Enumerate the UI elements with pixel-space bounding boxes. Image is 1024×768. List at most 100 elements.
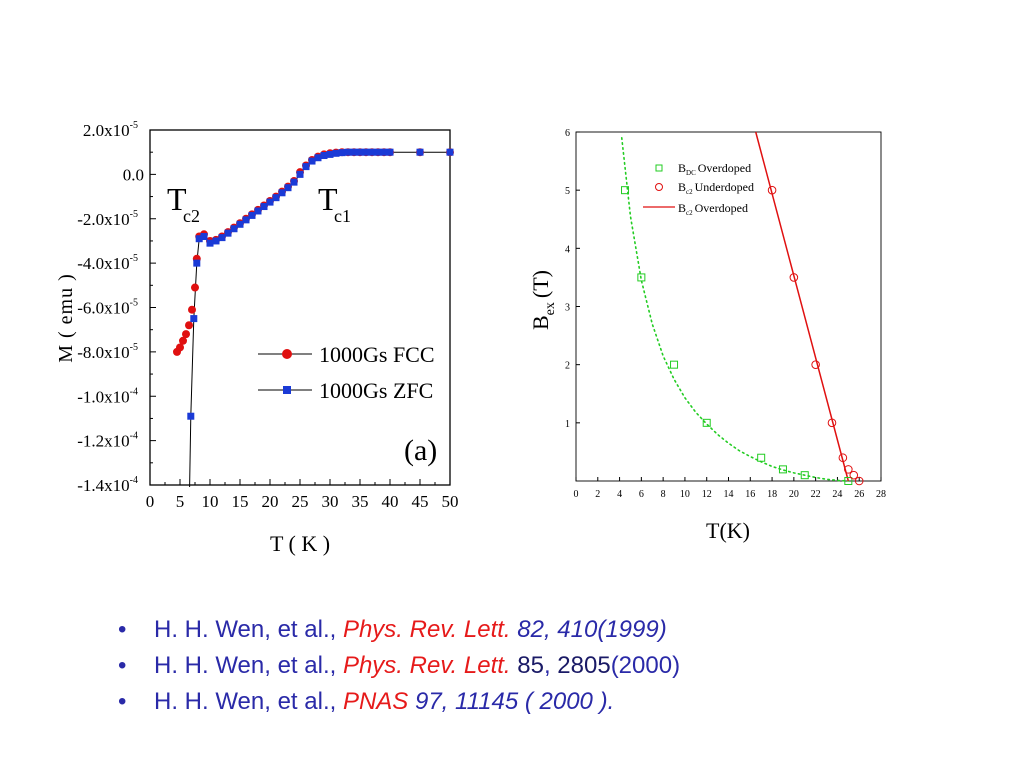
svg-text:Bex(T): Bex(T) (528, 270, 558, 330)
x-tick-label-b: 4 (617, 489, 622, 500)
panel-label: (a) (404, 434, 437, 467)
x-tick-label-b: 6 (639, 489, 644, 500)
zfc-point (416, 148, 424, 156)
bc2-underdoped-point (767, 185, 777, 195)
bdc-point (778, 465, 787, 474)
bdc-point (702, 418, 711, 427)
zfc-point (236, 220, 244, 228)
bdc-fit-curve (620, 137, 850, 482)
y-tick-label-b: 2 (565, 361, 570, 372)
y-tick-label-b: 1 (565, 419, 570, 430)
bc2-underdoped-point (827, 418, 837, 428)
bullet: • (118, 688, 127, 715)
x-tick-label-b: 12 (702, 489, 712, 500)
y-tick-label-b: 4 (565, 244, 570, 255)
bdc-point (800, 471, 809, 480)
zfc-point (344, 148, 352, 156)
x-tick-label-a: 5 (176, 492, 185, 511)
x-tick-label-b: 26 (854, 489, 864, 500)
x-tick-label-b: 10 (680, 489, 690, 500)
tc1-annotation: T c1 (318, 181, 351, 226)
bdc-point (757, 453, 766, 462)
zfc-point (206, 239, 214, 247)
x-tick-label-a: 0 (146, 492, 155, 511)
legend-bdc-marker (655, 164, 663, 172)
zfc-point (314, 154, 322, 162)
legend-bdc-label: BDC Overdoped (678, 161, 751, 177)
x-tick-label-a: 30 (322, 492, 339, 511)
legend-fcc-label: 1000Gs FCC (319, 342, 435, 367)
zfc-point (195, 235, 203, 243)
svg-text:T: T (167, 181, 187, 217)
y-tick-label-a: -1.4x10-4 (77, 475, 138, 495)
zfc-point (332, 149, 340, 157)
zfc-point (446, 148, 454, 156)
x-tick-label-b: 8 (661, 489, 666, 500)
zfc-point (326, 150, 334, 158)
reference-item: • H. H. Wen, et al., Phys. Rev. Lett. 82,… (118, 612, 998, 648)
x-axis-label-b: T(K) (706, 518, 750, 543)
y-tick-label-a: -2.0x10-5 (77, 209, 138, 229)
x-tick-label-a: 25 (292, 492, 309, 511)
x-tick-label-a: 35 (352, 492, 369, 511)
legend-a: 1000Gs FCC 1000Gs ZFC (258, 342, 435, 403)
zfc-point (212, 237, 220, 245)
zfc-point (190, 315, 198, 323)
zfc-point (218, 234, 226, 242)
zfc-point (290, 178, 298, 186)
zfc-point (248, 211, 256, 219)
svg-text:T: T (318, 181, 338, 217)
legend-bc2-under-marker (655, 183, 663, 191)
x-tick-label-a: 50 (442, 492, 459, 511)
y-tick-label-a: -8.0x10-5 (77, 342, 138, 362)
fcc-point (179, 336, 187, 345)
bullet: • (118, 616, 127, 643)
reference-item: • H. H. Wen, et al., Phys. Rev. Lett. 85,… (118, 648, 998, 684)
zfc-point (200, 233, 208, 240)
zfc-point (266, 198, 274, 206)
bc2-underdoped-point (838, 453, 848, 463)
zfc-point (296, 170, 304, 178)
zfc-point (374, 148, 382, 156)
zfc-point (272, 194, 280, 202)
zfc-point (368, 148, 376, 156)
legend-fcc-marker (282, 349, 292, 359)
bc2-underdoped-point (811, 360, 820, 369)
zfc-point (187, 412, 195, 420)
x-tick-label-b: 2 (595, 489, 600, 500)
x-tick-label-a: 40 (382, 492, 399, 511)
x-tick-label-b: 18 (767, 489, 777, 500)
legend-zfc-label: 1000Gs ZFC (319, 378, 433, 403)
bdc-point (670, 360, 679, 369)
bc2-overdoped-line (755, 131, 850, 482)
legend-zfc-marker (283, 386, 291, 394)
y-tick-label-a: -1.2x10-4 (77, 431, 138, 451)
y-tick-label-a: 2.0x10-5 (83, 120, 138, 140)
x-tick-label-a: 20 (262, 492, 279, 511)
zfc-point (350, 148, 358, 156)
fcc-point (188, 305, 196, 314)
x-tick-label-b: 16 (745, 489, 755, 500)
zfc-point (230, 225, 238, 233)
y-tick-label-a: 0.0 (123, 165, 144, 184)
x-tick-label-a: 45 (412, 492, 429, 511)
zfc-point (278, 189, 286, 197)
svg-text:c2: c2 (183, 206, 200, 226)
y-tick-label-a: -4.0x10-5 (77, 253, 138, 273)
zfc-point (254, 207, 262, 215)
zfc-point (320, 152, 328, 160)
bc2-underdoped-point (789, 273, 799, 282)
zfc-point (338, 149, 346, 157)
bc2-underdoped-point (844, 465, 853, 474)
x-tick-label-a: 15 (232, 492, 249, 511)
reference-list: • H. H. Wen, et al., Phys. Rev. Lett. 82,… (118, 612, 998, 720)
y-axis-label-b: Bex(T) (528, 270, 558, 330)
zfc-point (193, 259, 201, 267)
y-tick-label-a: -6.0x10-5 (77, 298, 138, 318)
legend-b: BDC Overdoped Bc2 Underdoped Bc2 Overdoped (643, 161, 754, 217)
zfc-point (302, 163, 310, 171)
bullet: • (118, 652, 127, 679)
tc2-annotation: T c2 (167, 181, 200, 226)
